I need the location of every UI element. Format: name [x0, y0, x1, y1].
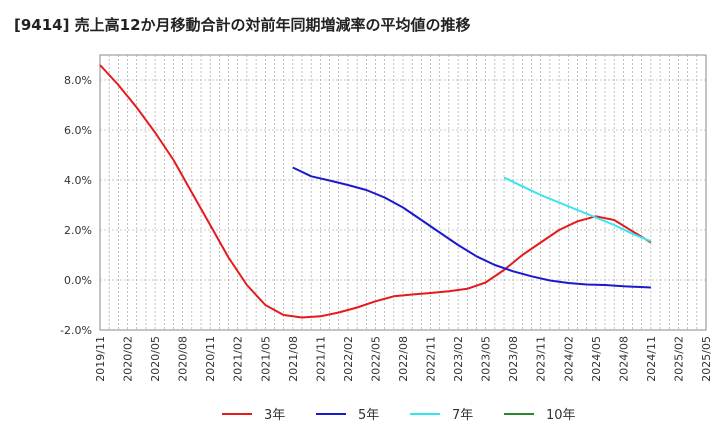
x-tick-label: 2019/11: [94, 336, 107, 382]
x-tick-label: 2024/02: [562, 336, 575, 382]
y-tick-label: -2.0%: [60, 324, 92, 337]
series-line: [99, 64, 652, 319]
x-tick-label: 2020/05: [149, 336, 162, 382]
x-tick-label: 2021/11: [314, 336, 327, 382]
y-axis-ticks: -2.0% 0.0% 2.0% 4.0% 6.0% 8.0%: [60, 74, 92, 337]
x-tick-label: 2022/05: [369, 336, 382, 382]
x-tick-label: 2023/05: [480, 336, 493, 382]
x-tick-label: 2023/02: [452, 336, 465, 382]
grid: [100, 55, 706, 330]
series-lines: [99, 64, 652, 319]
chart-title: [9414] 売上高12か月移動合計の対前年同期増減率の平均値の推移: [14, 16, 471, 34]
x-tick-label: 2022/08: [397, 336, 410, 382]
x-tick-label: 2020/08: [177, 336, 190, 382]
y-tick-label: 2.0%: [64, 224, 92, 237]
y-tick-label: 4.0%: [64, 174, 92, 187]
x-tick-label: 2020/11: [204, 336, 217, 382]
x-tick-label: 2022/11: [425, 336, 438, 382]
x-tick-label: 2020/02: [122, 336, 135, 382]
y-tick-label: 8.0%: [64, 74, 92, 87]
x-tick-label: 2025/02: [672, 336, 685, 382]
x-tick-label: 2023/11: [535, 336, 548, 382]
x-tick-label: 2025/05: [700, 336, 713, 382]
legend-label: 10年: [546, 408, 576, 423]
x-tick-label: 2024/11: [645, 336, 658, 382]
x-tick-label: 2021/08: [287, 336, 300, 382]
series-line: [292, 166, 651, 289]
legend-label: 3年: [264, 408, 285, 423]
legend-label: 5年: [358, 408, 379, 423]
x-tick-label: 2023/08: [507, 336, 520, 382]
x-tick-label: 2024/08: [617, 336, 630, 382]
x-tick-label: 2021/05: [259, 336, 272, 382]
x-tick-label: 2022/02: [342, 336, 355, 382]
legend: 3年 5年 7年 10年: [222, 408, 576, 423]
x-tick-label: 2021/02: [232, 336, 245, 382]
series-line: [503, 176, 652, 243]
legend-label: 7年: [452, 408, 473, 423]
y-tick-label: 0.0%: [64, 274, 92, 287]
x-axis-ticks: 2019/11 2020/02 2020/05 2020/08 2020/11 2021/…: [94, 336, 713, 382]
y-tick-label: 6.0%: [64, 124, 92, 137]
x-tick-label: 2024/05: [590, 336, 603, 382]
